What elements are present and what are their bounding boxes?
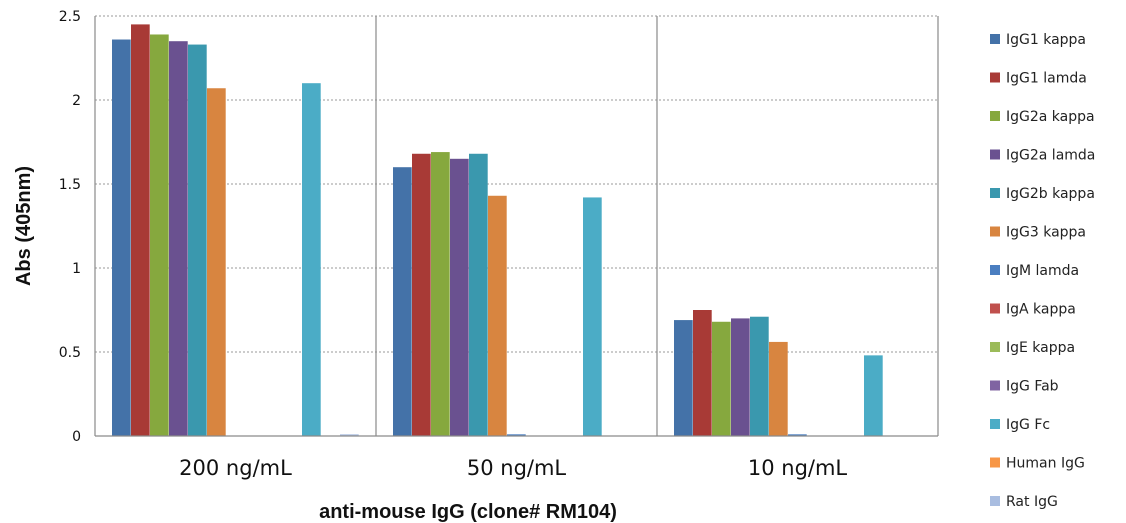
legend-label: IgG Fc [1006,417,1050,433]
legend-item: Human IgG [990,456,1085,472]
x-tick-label: 10 ng/mL [748,456,848,480]
bar [788,434,807,436]
legend-label: IgG1 kappa [1006,32,1086,48]
bar [207,88,226,437]
bar [507,434,526,436]
legend-swatch [990,188,1000,198]
legend-label: IgA kappa [1006,302,1076,318]
gridlines [95,15,938,436]
y-tick-label: 0.5 [59,345,81,361]
legend-label: IgG Fab [1006,379,1059,395]
legend-label: IgG2a kappa [1006,109,1095,125]
legend-label: IgE kappa [1006,340,1075,356]
legend-label: IgM lamda [1006,263,1079,279]
bar [412,153,431,436]
legend-item: IgG Fc [990,417,1050,433]
bar [488,195,507,436]
legend-item: IgM lamda [990,263,1079,279]
bar [340,434,359,436]
legend-item: IgE kappa [990,340,1075,356]
y-tick-label: 0 [72,429,81,445]
legend-swatch [990,265,1000,275]
legend-item: IgG1 lamda [990,71,1087,87]
y-tick-label: 1 [72,261,81,277]
bars [112,24,883,437]
bar [393,167,412,436]
legend-swatch [990,342,1000,352]
legend-label: Rat IgG [1006,494,1058,510]
x-tick-label: 50 ng/mL [467,456,567,480]
bar [693,310,712,436]
y-tick-label: 2 [72,93,81,109]
legend-swatch [990,303,1000,314]
legend-swatch [990,226,1000,237]
legend-item: IgG2b kappa [990,186,1095,202]
bar [302,83,321,436]
bar [864,355,883,436]
y-tick-label: 1.5 [59,177,81,193]
legend-label: IgG2b kappa [1006,186,1095,202]
bar [731,318,750,436]
legend-item: IgG Fab [990,379,1059,395]
legend-label: IgG3 kappa [1006,225,1086,241]
legend-item: Rat IgG [990,494,1058,510]
legend-item: IgG3 kappa [990,225,1086,241]
legend-swatch [990,149,1000,160]
bar [188,44,207,437]
legend-swatch [990,34,1000,44]
legend-swatch [990,111,1000,121]
legend-label: IgG1 lamda [1006,71,1087,87]
axis-labels: 0 0.5 1 1.5 2 2.5 200 ng/mL 50 ng/mL 10 ng/mL [59,9,848,480]
bar [674,320,693,436]
bar [450,158,469,437]
legend-swatch [990,380,1000,391]
legend-label: IgG2a lamda [1006,148,1095,164]
legend-item: IgG2a kappa [990,109,1095,125]
bar [431,152,450,436]
bar [469,153,488,436]
legend-swatch [990,457,1000,468]
legend-swatch [990,419,1000,429]
x-tick-label: 200 ng/mL [179,456,292,480]
legend-label: Human IgG [1006,456,1085,472]
legend-swatch [990,72,1000,83]
legend-item: IgA kappa [990,302,1076,318]
legend-item: IgG1 kappa [990,32,1086,48]
legend-swatch [990,496,1000,506]
bar [150,34,169,436]
bar [112,39,131,437]
axes [94,16,939,437]
bar [769,341,788,436]
bar [712,321,731,436]
x-axis-title: anti-mouse IgG (clone# RM104) [319,501,617,523]
y-tick-label: 2.5 [59,9,81,25]
bar [750,316,769,436]
bar [583,197,602,436]
bar [131,24,150,437]
bar [169,41,188,436]
legend-item: IgG2a lamda [990,148,1095,164]
y-axis-title: Abs (405nm) [13,166,35,286]
legend: IgG1 kappa IgG1 lamda IgG2a kappa IgG2a lam… [990,32,1095,510]
